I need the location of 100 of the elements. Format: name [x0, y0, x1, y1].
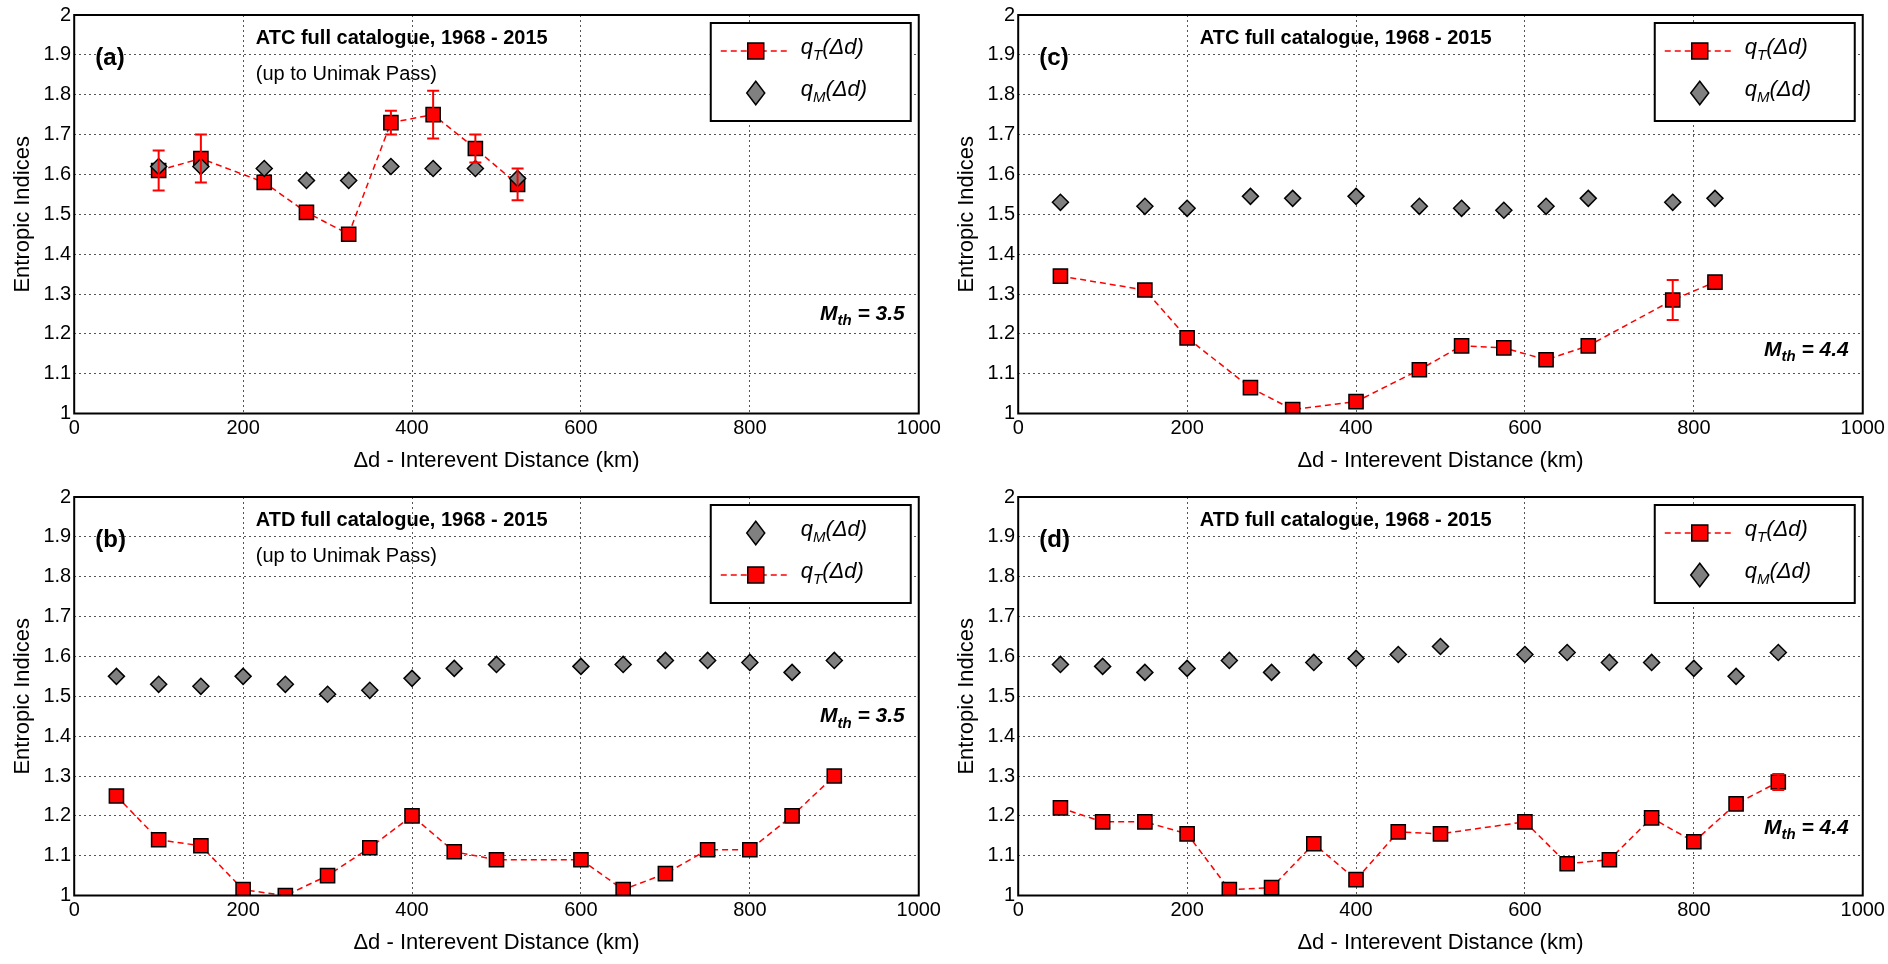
y-tick-label: 1.1 — [987, 361, 1016, 384]
y-tick-label: 1.4 — [43, 723, 72, 746]
y-tick-label: 1.7 — [43, 604, 72, 627]
y-tick-label: 1.4 — [43, 241, 72, 264]
y-tick-label: 1.7 — [43, 122, 72, 145]
point — [1538, 351, 1554, 368]
text: (up to Unimak Pass) — [255, 62, 437, 85]
x-tick-label: 1000 — [896, 898, 941, 921]
point — [784, 808, 800, 824]
x-axis-title: Δd - Interevent Distance (km) — [1297, 446, 1584, 472]
point — [1558, 643, 1576, 662]
point — [488, 851, 505, 868]
point — [1432, 826, 1449, 842]
point — [1051, 655, 1070, 674]
y-tick-label: 2 — [60, 2, 72, 25]
x-axis-title: Δd - Interevent Distance (km) — [353, 446, 640, 472]
point — [319, 867, 336, 884]
y-axis-title: Entropic Indices — [9, 618, 35, 775]
point — [1051, 193, 1070, 212]
x-tick-label: 1000 — [1840, 898, 1885, 921]
x-tick-label: 800 — [1677, 416, 1711, 439]
y-axis-title: Entropic Indices — [953, 136, 979, 293]
y-tick-label: 1.3 — [43, 281, 72, 304]
point — [1664, 292, 1681, 308]
point — [1179, 330, 1195, 346]
point — [1137, 282, 1153, 298]
point — [339, 171, 358, 190]
point — [742, 841, 758, 858]
point — [108, 788, 125, 804]
point — [1431, 637, 1450, 656]
y-tick-label: 1.9 — [987, 42, 1016, 65]
y-tick-label: 1.7 — [987, 604, 1016, 627]
y-tick-label: 1.8 — [43, 82, 72, 105]
y-tick-label: 1.9 — [43, 42, 72, 65]
point — [1283, 189, 1302, 208]
x-tick-label: 800 — [733, 416, 767, 439]
point — [1517, 814, 1533, 830]
point — [1241, 187, 1260, 206]
y-tick-label: 2 — [1004, 2, 1016, 25]
point — [1452, 199, 1471, 218]
y-tick-label: 1.6 — [43, 643, 72, 666]
point — [193, 837, 209, 854]
x-tick-label: 200 — [226, 416, 260, 439]
point — [403, 669, 421, 688]
point — [107, 667, 126, 686]
y-tick-label: 1.3 — [987, 763, 1016, 786]
point — [1390, 824, 1407, 840]
point — [340, 226, 357, 243]
text: ATC full catalogue, 1968 - 2015 — [1199, 26, 1492, 49]
point — [1686, 833, 1702, 850]
point — [297, 171, 316, 190]
point — [361, 839, 378, 856]
point — [1453, 338, 1470, 354]
point — [361, 681, 379, 700]
point — [1559, 855, 1575, 872]
y-tick-label: 1.8 — [43, 564, 72, 587]
y-tick-label: 1.1 — [43, 361, 72, 384]
point — [1347, 187, 1365, 206]
x-tick-label: 400 — [1339, 416, 1373, 439]
y-tick-label: 1.7 — [987, 122, 1016, 145]
x-tick-label: 200 — [1170, 416, 1204, 439]
y-tick-label: 1.6 — [43, 161, 72, 184]
point — [1642, 653, 1661, 672]
point — [446, 843, 463, 860]
x-tick-label: 400 — [395, 898, 429, 921]
annotation: (a) — [95, 43, 125, 71]
point — [255, 159, 273, 178]
point — [1389, 645, 1407, 664]
point — [1728, 796, 1744, 812]
point — [1052, 800, 1069, 816]
point — [234, 667, 252, 686]
point — [657, 865, 674, 882]
point — [1284, 401, 1301, 414]
point — [1242, 379, 1259, 396]
point — [1094, 814, 1111, 830]
point — [192, 677, 210, 696]
point — [1706, 189, 1724, 208]
point — [1305, 835, 1322, 852]
x-axis-title: Δd - Interevent Distance (km) — [353, 928, 640, 954]
point — [656, 651, 675, 670]
y-tick-label: 1.6 — [987, 161, 1016, 184]
y-tick-label: 1.2 — [987, 321, 1016, 344]
y-tick-label: 1.1 — [987, 843, 1016, 866]
point — [1263, 879, 1280, 896]
x-axis-title: Δd - Interevent Distance (km) — [1297, 928, 1584, 954]
x-tick-label: 600 — [1508, 416, 1542, 439]
y-tick-label: 1.2 — [43, 803, 72, 826]
point — [615, 881, 631, 896]
text: (up to Unimak Pass) — [255, 544, 437, 567]
point — [1579, 189, 1598, 208]
point — [1348, 871, 1364, 888]
x-tick-label: 200 — [226, 898, 260, 921]
x-tick-label: 1000 — [896, 416, 941, 439]
point — [1601, 851, 1618, 868]
point — [1643, 810, 1660, 826]
x-tick-label: 400 — [395, 416, 429, 439]
annotation: (b) — [95, 525, 126, 553]
y-tick-label: 1.5 — [987, 201, 1016, 224]
y-tick-label: 1.2 — [987, 803, 1016, 826]
point — [1179, 826, 1195, 842]
